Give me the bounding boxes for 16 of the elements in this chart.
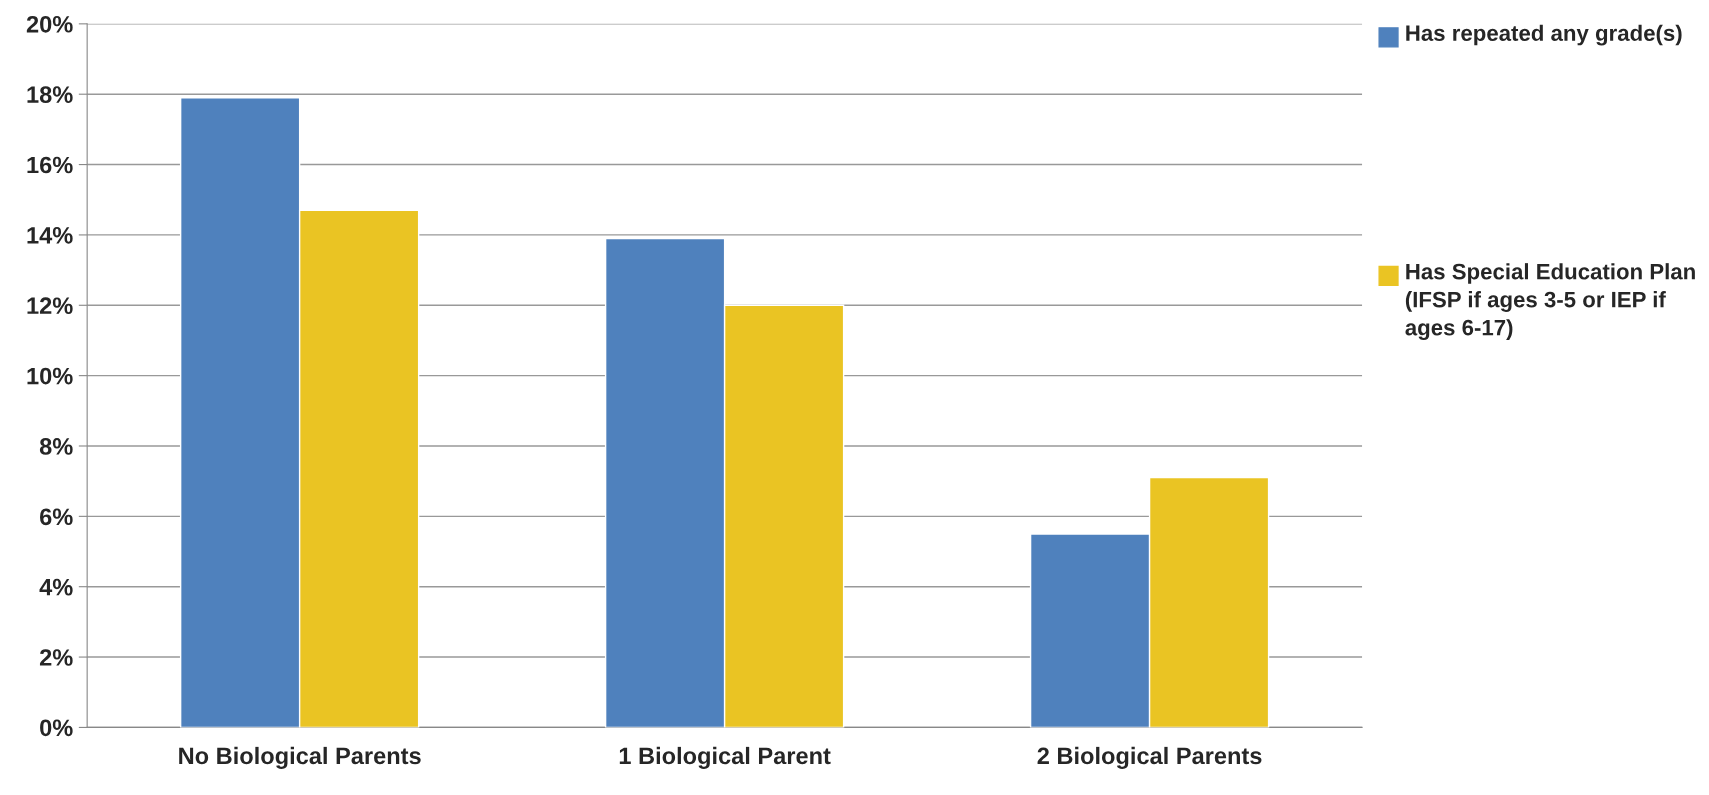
x-tick-label: 1 Biological Parent — [619, 746, 831, 769]
x-tick-label: No Biological Parents — [179, 746, 421, 769]
y-tick-label: 12% — [27, 297, 73, 315]
y-tick-label: 2% — [39, 649, 73, 666]
y-tick-label: 20% — [26, 15, 73, 33]
y-tick-label: 6% — [40, 508, 73, 526]
legend-label: Has repeated any grade(s) — [1406, 24, 1682, 46]
y-tick-label: 0% — [40, 719, 73, 737]
y-tick-label: 18% — [27, 86, 73, 103]
x-tick-label: 2 Biological Parents — [1037, 746, 1262, 769]
legend-label: Has Special Education Plan (IFSP if ages 3-5 or IEP if ages 6-17) — [1405, 263, 1695, 340]
y-tick-label: 10% — [27, 367, 73, 385]
y-tick-label: 14% — [27, 227, 73, 244]
y-tick-label: 16% — [27, 156, 73, 174]
y-tick-label: 8% — [39, 438, 73, 455]
y-tick-label: 4% — [39, 578, 73, 596]
